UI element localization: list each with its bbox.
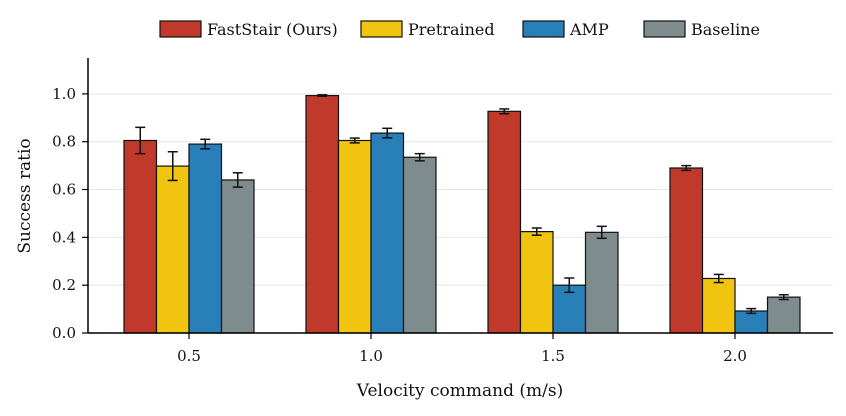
axes xyxy=(87,58,833,334)
bar-faststair-ours-1_0 xyxy=(305,94,340,334)
x-tick-label: 2.0 xyxy=(723,347,747,365)
bar-pretrained-0_5 xyxy=(155,165,190,334)
y-tick-label: 0.8 xyxy=(52,133,76,151)
bar-amp-1_0 xyxy=(370,132,405,334)
bar-baseline-1_5 xyxy=(584,231,619,334)
legend-swatch xyxy=(159,20,202,38)
bar-amp-2_0 xyxy=(734,310,769,334)
bar-baseline-2_0 xyxy=(766,296,801,334)
legend-label: FastStair (Ours) xyxy=(207,20,338,39)
legend: FastStair (Ours) Pretrained AMP Baseline xyxy=(159,20,760,39)
legend-swatch xyxy=(643,20,686,38)
x-ticks: 0.5 1.0 1.5 2.0 xyxy=(177,333,747,365)
legend-swatch xyxy=(360,20,403,38)
bar-pretrained-1_0 xyxy=(337,139,372,334)
bar-pretrained-1_5 xyxy=(519,231,554,334)
x-tick-label: 1.5 xyxy=(541,347,565,365)
bar-baseline-0_5 xyxy=(220,179,255,334)
bar-faststair-ours-1_5 xyxy=(487,110,522,334)
legend-label: Pretrained xyxy=(408,20,495,39)
bar-pretrained-2_0 xyxy=(701,277,736,334)
legend-swatch xyxy=(522,20,565,38)
error-bars xyxy=(135,94,789,315)
bar-faststair-ours-0_5 xyxy=(123,139,158,334)
legend-label: AMP xyxy=(569,20,609,39)
y-axis-label: Success ratio xyxy=(15,138,35,253)
bar-baseline-1_0 xyxy=(402,156,437,334)
y-tick-label: 0.0 xyxy=(52,324,76,342)
bars xyxy=(123,94,801,334)
y-tick-label: 0.4 xyxy=(52,228,76,246)
y-tick-label: 1.0 xyxy=(52,85,76,103)
bar-faststair-ours-2_0 xyxy=(669,167,704,334)
y-tick-label: 0.6 xyxy=(52,181,76,199)
x-tick-label: 0.5 xyxy=(177,347,201,365)
bar-amp-0_5 xyxy=(188,143,223,334)
x-tick-label: 1.0 xyxy=(359,347,383,365)
legend-label: Baseline xyxy=(691,20,760,39)
y-tick-label: 0.2 xyxy=(52,276,76,294)
x-axis-label: Velocity command (m/s) xyxy=(356,381,563,401)
y-ticks: 0.0 0.2 0.4 0.6 0.8 1.0 xyxy=(52,85,88,342)
